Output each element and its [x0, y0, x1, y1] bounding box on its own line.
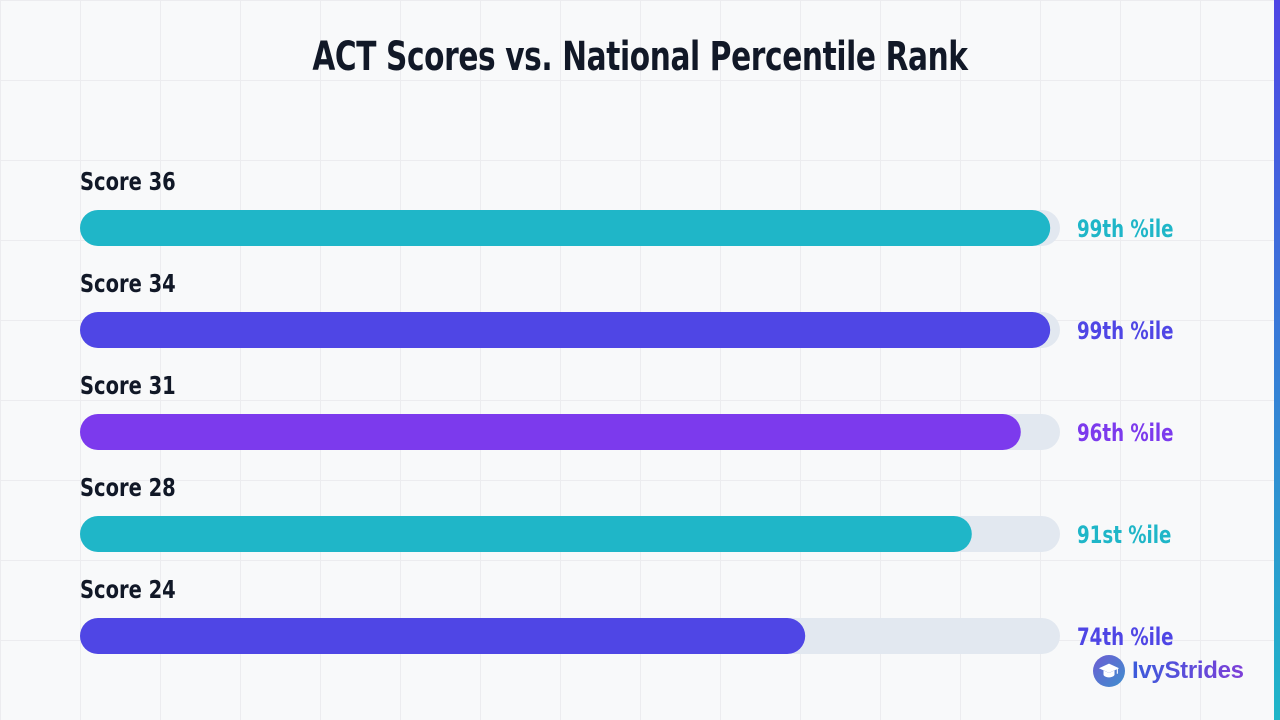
chart-title: ACT Scores vs. National Percentile Rank	[312, 34, 968, 80]
category-label: Score 24	[80, 576, 176, 605]
bar	[80, 312, 1051, 348]
brand-name: IvyStrides	[1132, 657, 1244, 684]
bar	[80, 516, 972, 552]
category-label: Score 36	[80, 168, 176, 197]
accent-strip	[1274, 0, 1280, 720]
bar	[80, 618, 806, 654]
category-label: Score 34	[80, 270, 176, 299]
data-label: 74th %ile	[1077, 624, 1174, 652]
data-label: 99th %ile	[1077, 216, 1174, 244]
category-label: Score 31	[80, 372, 176, 401]
data-label: 91st %ile	[1077, 522, 1171, 550]
brand-logo: IvyStrides	[1093, 655, 1244, 687]
graduation-cap-icon	[1093, 655, 1125, 687]
data-label: 99th %ile	[1077, 318, 1174, 346]
data-label: 96th %ile	[1077, 420, 1174, 448]
bar	[80, 414, 1021, 450]
bar	[80, 210, 1051, 246]
category-label: Score 28	[80, 474, 176, 503]
